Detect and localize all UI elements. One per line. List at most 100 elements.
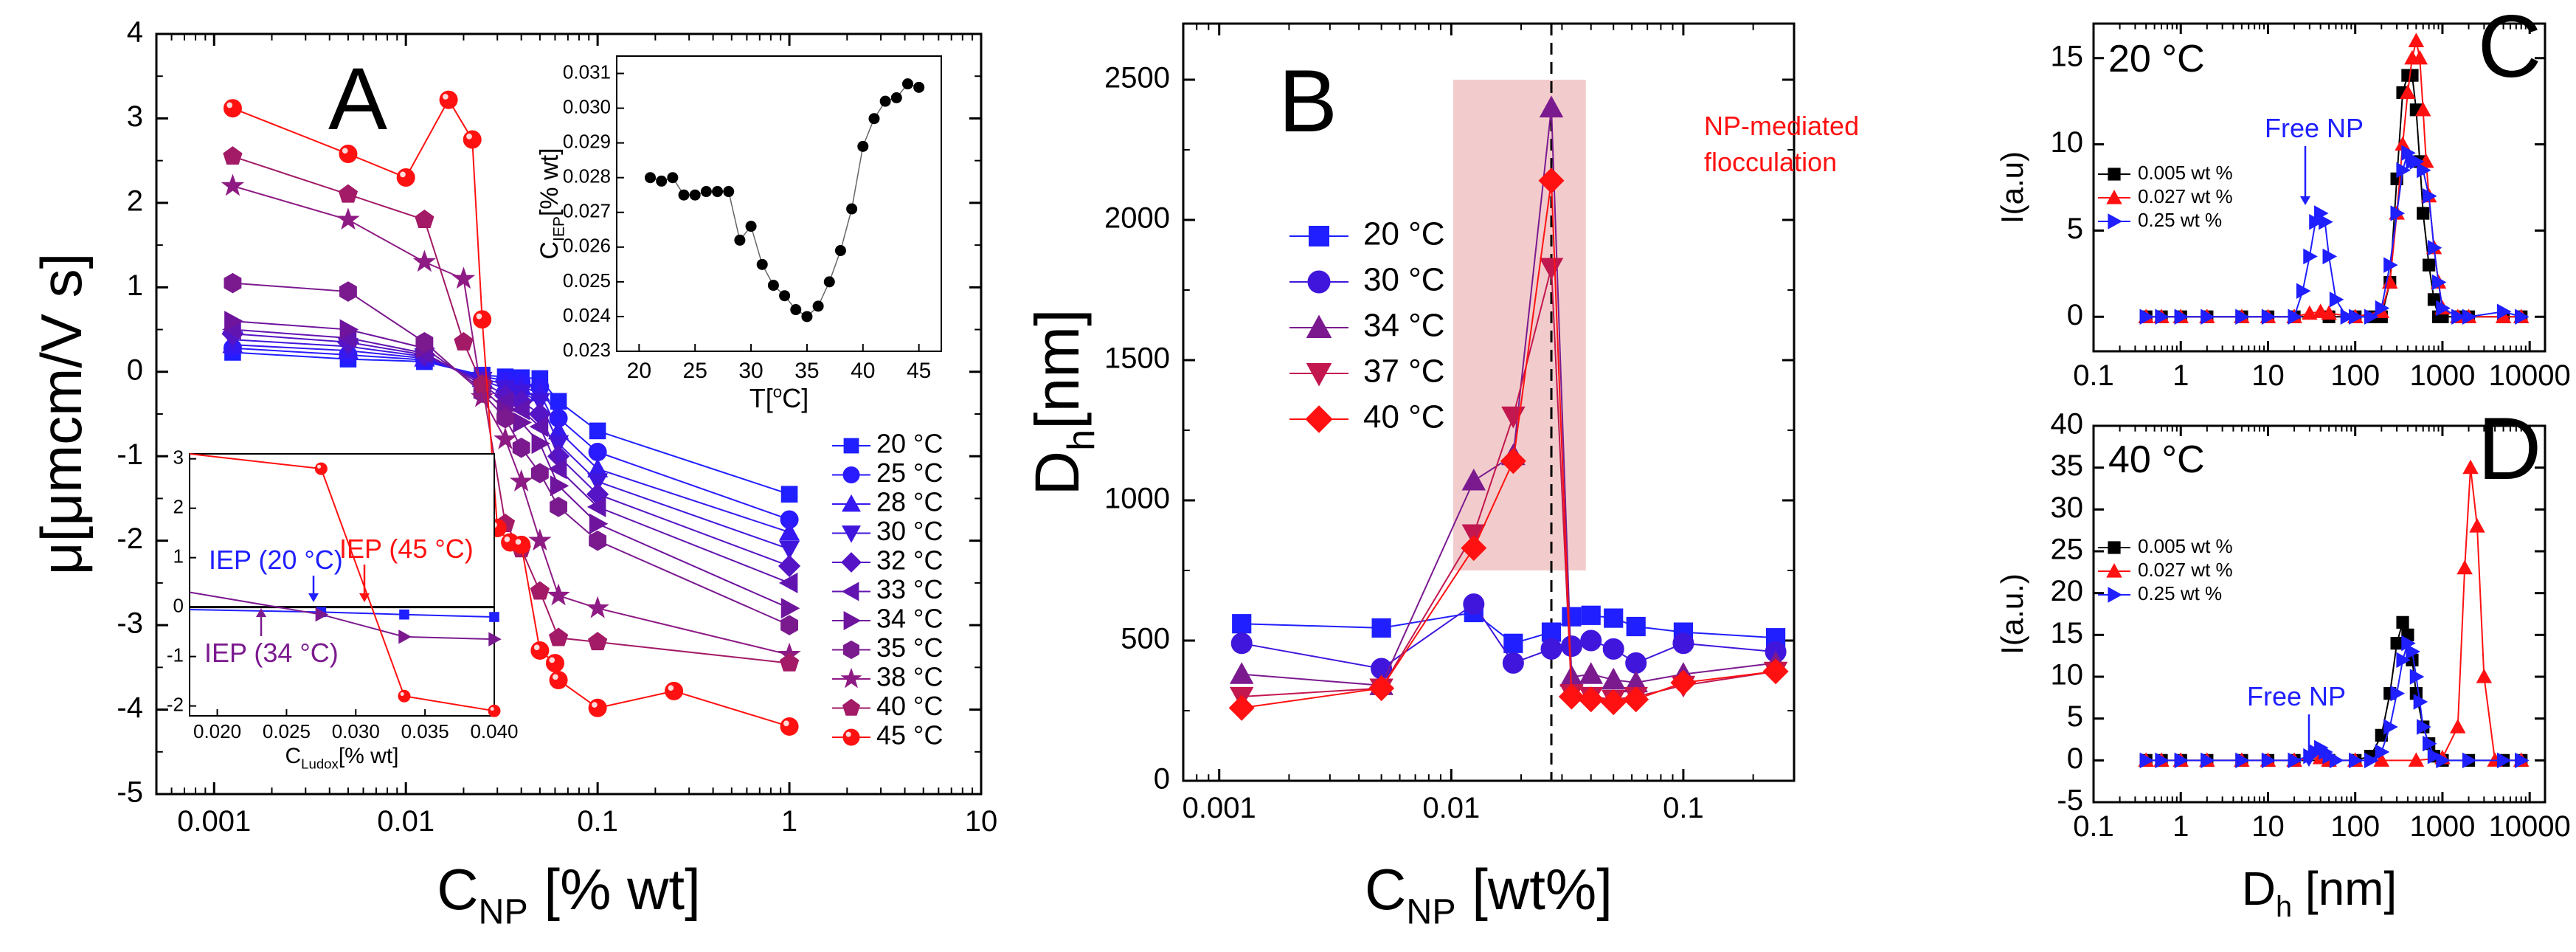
a-legend-label: 32 °C [876, 545, 943, 576]
a-series-3-point [587, 473, 609, 492]
a-series-10-point [665, 681, 684, 700]
a-inset-top-y-label: 0.029 [563, 131, 611, 153]
a-series-6-point [589, 513, 609, 534]
d-annotation-arrowhead [2304, 758, 2314, 767]
a-inset-bottom-y-label: 3 [173, 446, 184, 469]
c-series-2-point [2288, 308, 2303, 325]
c-x-label: 1000 [2409, 359, 2475, 392]
b-series-0-point [1371, 618, 1391, 638]
c-series-2-point [2155, 308, 2170, 325]
a-series-6-point [531, 433, 551, 455]
c-series-2-point [2296, 283, 2311, 299]
b-legend-marker [1306, 363, 1332, 387]
d-legend-label: 0.005 wt % [2138, 535, 2233, 557]
a-series-7-point [780, 615, 798, 635]
a-inset-annot-iep20: IEP (20 °C) [209, 545, 343, 575]
b-series-1-point [1560, 635, 1582, 658]
b-legend-label: 20 °C [1363, 216, 1445, 252]
a-series-10-point-shine [553, 674, 558, 680]
c-legend-marker [2106, 190, 2122, 204]
a-series-8-point [336, 207, 360, 230]
a-legend-marker-shine [845, 731, 851, 737]
b-series-2-point [1601, 667, 1626, 690]
b-legend-marker [1306, 314, 1332, 338]
c-series-2-point [2261, 308, 2276, 325]
c-legend-label: 0.027 wt % [2138, 185, 2233, 207]
a-inset-bottom-point [398, 630, 412, 644]
b-y-title-part: h [1060, 430, 1103, 451]
a-series-3-point [529, 393, 550, 413]
d-y-label: 30 [2051, 491, 2084, 524]
c-series-0-point [2406, 69, 2419, 82]
a-legend-marker [841, 552, 862, 573]
a-y-label: 2 [127, 184, 143, 217]
a-inset-bottom-x-title: CLudox[% wt] [285, 744, 398, 772]
a-x-label: 1 [781, 805, 797, 838]
b-series-0-point [1562, 607, 1582, 627]
a-inset-top-x-label: 45 [907, 359, 931, 383]
a-series-9-point [548, 627, 569, 646]
a-series-9-point [587, 632, 608, 651]
c-series-2-point [2462, 308, 2477, 325]
a-legend-label: 33 °C [876, 574, 943, 604]
d-y-label: 15 [2051, 617, 2084, 649]
c-series-2-point [2201, 308, 2215, 325]
a-inset-top-y-label: 0.023 [563, 339, 611, 361]
a-legend-label: 40 °C [876, 691, 943, 721]
a-inset-bottom-x-title-part: [% wt] [339, 744, 399, 768]
a-legend-marker [841, 582, 859, 601]
c-series-2-point [2390, 205, 2406, 221]
a-series-0-point [589, 422, 606, 440]
c-x-label: 10000 [2489, 359, 2571, 392]
b-x-label: 0.01 [1422, 792, 1480, 824]
b-y-title-part: [nm] [1022, 308, 1092, 429]
a-inset-bottom-point-shine [490, 706, 494, 711]
d-series-1-point [2373, 752, 2390, 767]
a-inset-bottom-point-shine [400, 691, 404, 696]
d-series-1-point [2408, 752, 2425, 767]
d-series-2-point [2427, 748, 2442, 765]
b-legend-marker [1307, 270, 1331, 294]
d-x-label: 1000 [2409, 810, 2475, 843]
a-series-10-point [545, 654, 564, 673]
d-series-2-point [2329, 752, 2344, 769]
a-series-8-point [470, 384, 494, 407]
a-legend-marker [842, 728, 860, 746]
d-y-title-part: I(a.u.) [1995, 573, 2029, 655]
a-inset-bottom-x-title-part: C [285, 744, 301, 768]
a-inset-bottom-point [488, 632, 502, 646]
a-y-label: 0 [127, 353, 143, 386]
a-series-10-point-shine [226, 102, 233, 108]
plot-frame [2092, 424, 2546, 804]
d-series-2-point [2349, 752, 2364, 769]
a-legend-marker [843, 640, 859, 660]
b-series-0-point [1604, 608, 1624, 628]
d-series-0-point [2396, 615, 2409, 629]
a-inset-top-x-label: 30 [738, 359, 763, 383]
a-series-7-line [232, 282, 790, 627]
c-x-label: 1 [2172, 359, 2189, 392]
c-series-2-point [2322, 248, 2338, 265]
a-legend-label: 30 °C [876, 516, 943, 546]
a-series-10-point-shine [783, 720, 789, 727]
a-inset-top-point [734, 234, 746, 246]
d-x-label: 10000 [2489, 810, 2571, 843]
a-inset-top-y-label: 0.026 [563, 235, 611, 257]
a-series-10-point [473, 310, 492, 329]
b-x-title-part: [wt%] [1456, 857, 1613, 922]
a-series-10-point [780, 717, 799, 736]
a-series-9-point [530, 581, 550, 600]
b-series-2-point [1579, 662, 1603, 684]
d-temperature-label: 40 °C [2108, 438, 2205, 481]
a-inset-top-point [723, 186, 735, 198]
a-series-5-point [529, 416, 549, 438]
d-legend-label: 0.25 wt % [2138, 582, 2222, 604]
d-series-2-point [2390, 685, 2406, 702]
a-legend-label: 35 °C [876, 632, 943, 663]
b-series-4-point [1558, 683, 1585, 710]
c-series-2-point [2349, 308, 2364, 325]
a-series-9-point [415, 209, 434, 228]
a-series-9-point [338, 184, 359, 203]
c-x-label: 100 [2330, 359, 2380, 392]
a-x-title-part: [% wt] [528, 857, 701, 922]
